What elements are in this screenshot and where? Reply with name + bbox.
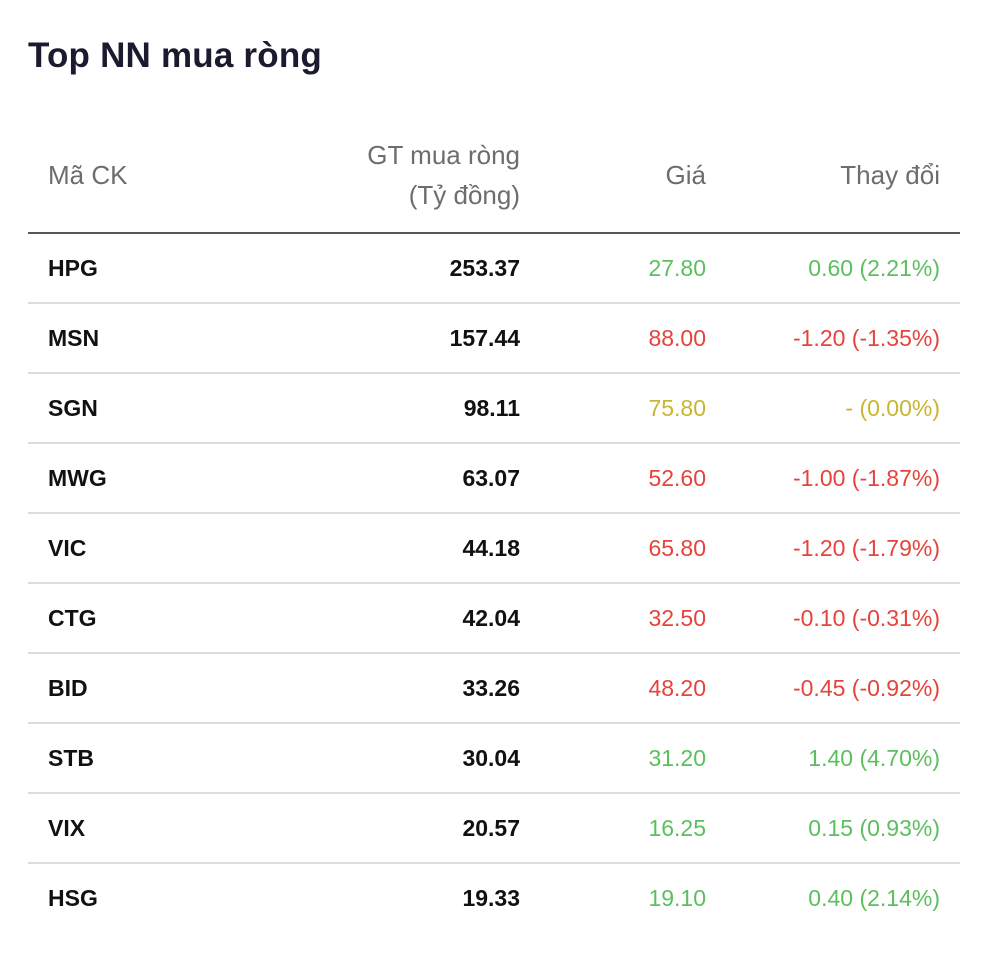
stock-price: 88.00	[520, 303, 706, 374]
table-header-row: Mã CK GT mua ròng (Tỷ đồng) Giá Thay đổi	[28, 118, 960, 234]
table-row[interactable]: VIX 20.57 16.25 0.15 (0.93%)	[28, 793, 960, 864]
price-change: 0.15 (0.93%)	[706, 793, 960, 864]
price-change: 0.60 (2.21%)	[706, 233, 960, 304]
net-buy-value: 98.11	[228, 373, 520, 444]
stock-price: 52.60	[520, 443, 706, 514]
price-change: 0.40 (2.14%)	[808, 884, 940, 911]
stock-symbol[interactable]: MWG	[28, 443, 228, 514]
stock-symbol[interactable]: VIX	[28, 793, 228, 864]
net-buy-value: 157.44	[228, 303, 520, 374]
stock-price: 48.20	[520, 653, 706, 724]
price-change: - (0.00%)	[706, 373, 960, 444]
header-symbol[interactable]: Mã CK	[28, 118, 228, 234]
stock-symbol[interactable]: HPG	[28, 233, 228, 304]
net-buy-value: 63.07	[228, 443, 520, 514]
stock-symbol[interactable]: BID	[28, 653, 228, 724]
net-buy-value: 44.18	[228, 513, 520, 584]
table-row[interactable]: BID 33.26 48.20 -0.45 (-0.92%)	[28, 653, 960, 724]
price-change: -0.45 (-0.92%)	[706, 653, 960, 724]
table-row[interactable]: VIC 44.18 65.80 -1.20 (-1.79%)	[28, 513, 960, 584]
stock-price: 27.80	[520, 233, 706, 304]
stock-symbol[interactable]: CTG	[28, 583, 228, 654]
stock-price: 32.50	[520, 583, 706, 654]
header-price[interactable]: Giá	[520, 118, 706, 234]
table-row[interactable]: HPG 253.37 27.80 0.60 (2.21%)	[28, 233, 960, 304]
net-buy-table: Mã CK GT mua ròng (Tỷ đồng) Giá Thay đổi…	[28, 118, 960, 932]
net-buy-value: 33.26	[228, 653, 520, 724]
stock-symbol[interactable]: STB	[28, 723, 228, 794]
stock-symbol[interactable]: MSN	[28, 303, 228, 374]
table-row[interactable]: SGN 98.11 75.80- (0.00%)	[28, 373, 960, 444]
stock-symbol[interactable]: SGN	[28, 373, 228, 444]
stock-price: 31.20	[520, 723, 706, 794]
net-buy-value: 42.04	[228, 583, 520, 654]
header-net-buy-value[interactable]: GT mua ròng (Tỷ đồng)	[228, 118, 520, 234]
header-change[interactable]: Thay đổi	[706, 118, 960, 234]
table-row[interactable]: CTG 42.04 32.50 -0.10 (-0.31%)	[28, 583, 960, 654]
stock-price: 16.25	[520, 793, 706, 864]
header-net-buy-value-line1: GT mua ròng	[367, 140, 520, 170]
price-change: -1.00 (-1.87%)	[706, 443, 960, 514]
net-buy-value: 20.57	[228, 793, 520, 864]
price-change: -1.20 (-1.35%)	[706, 303, 960, 374]
stock-price: 65.80	[520, 513, 706, 584]
net-buy-value: 253.37	[228, 233, 520, 304]
price-change: -1.20 (-1.79%)	[706, 513, 960, 584]
price-change: 1.40 (4.70%)	[706, 723, 960, 794]
table-row[interactable]: STB 30.04 31.20 1.40 (4.70%)	[28, 723, 960, 794]
stock-price: 19.10	[648, 884, 706, 911]
widget-title: Top NN mua ròng	[28, 36, 322, 75]
table-row[interactable]: MSN 157.44 88.00 -1.20 (-1.35%)	[28, 303, 960, 374]
stock-symbol[interactable]: VIC	[28, 513, 228, 584]
stock-symbol[interactable]: HSG	[48, 884, 98, 911]
table-row[interactable]: HSG 19.33 19.10 0.40 (2.14%)	[28, 863, 960, 932]
net-buy-value: 19.33	[462, 884, 520, 911]
price-change: -0.10 (-0.31%)	[706, 583, 960, 654]
table-row[interactable]: MWG 63.07 52.60 -1.00 (-1.87%)	[28, 443, 960, 514]
net-buy-value: 30.04	[228, 723, 520, 794]
stock-price: 75.80	[520, 373, 706, 444]
header-net-buy-value-line2: (Tỷ đồng)	[408, 180, 520, 210]
